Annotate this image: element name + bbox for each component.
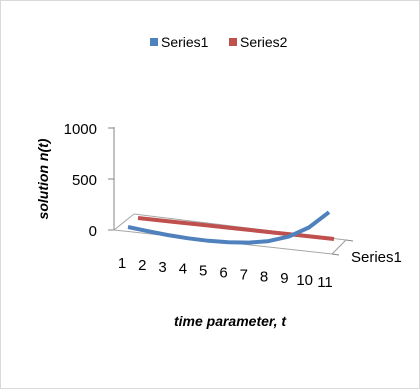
x-tick-label-6: 6 — [219, 265, 227, 282]
y-tick-label-500: 500 — [72, 172, 97, 189]
x-tick-label-9: 9 — [280, 270, 288, 287]
legend-swatch-series2 — [229, 38, 237, 46]
floor-depth-back-edge — [331, 239, 347, 255]
legend-label-series1: Series1 — [161, 34, 209, 50]
y-axis-title: solution n(t) — [35, 138, 51, 219]
depth-axis-tick-1 — [345, 239, 354, 242]
depth-axis-label: Series1 — [351, 249, 402, 266]
series-line-series2 — [137, 216, 335, 241]
x-tick-label-7: 7 — [240, 266, 248, 283]
series-line-series1 — [127, 210, 331, 245]
legend: Series1 Series2 — [150, 34, 288, 50]
x-tick-label-1: 1 — [118, 255, 126, 272]
y-tick-label-1000: 1000 — [64, 121, 97, 138]
x-tick-label-4: 4 — [179, 261, 187, 278]
x-tick-label-3: 3 — [158, 259, 166, 276]
x-tick-label-10: 10 — [296, 272, 313, 289]
x-tick-label-11: 11 — [317, 274, 333, 291]
x-tick-labels: 1 2 3 4 5 6 7 8 9 10 11 — [118, 255, 333, 291]
series-group — [127, 210, 335, 245]
x-axis-title: time parameter, t — [174, 313, 287, 329]
legend-swatch-series1 — [150, 38, 158, 46]
x-tick-label-5: 5 — [199, 263, 207, 280]
x-tick-label-8: 8 — [260, 268, 268, 285]
legend-label-series2: Series2 — [240, 34, 288, 50]
y-tick-label-0: 0 — [89, 223, 97, 240]
x-tick-label-2: 2 — [138, 257, 146, 274]
depth-axis-tick-2 — [331, 253, 340, 256]
